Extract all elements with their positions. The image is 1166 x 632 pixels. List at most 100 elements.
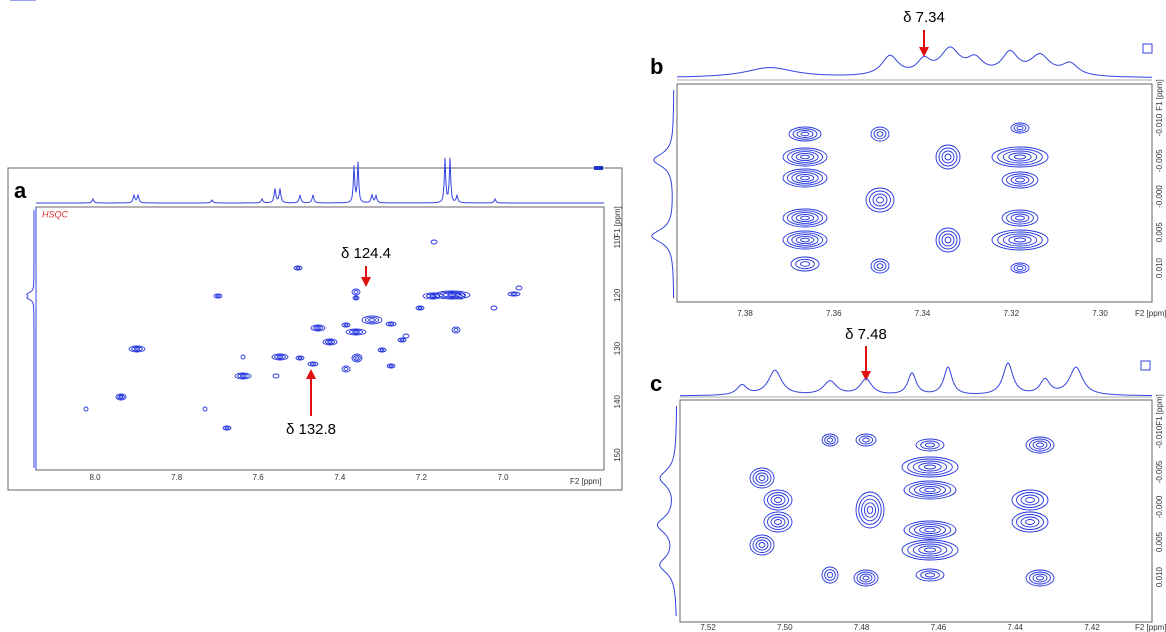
contour bbox=[858, 495, 882, 525]
contour bbox=[1010, 122, 1030, 134]
contour bbox=[870, 126, 890, 142]
contour bbox=[1032, 440, 1048, 450]
y-tick-label: 0.010 bbox=[1155, 257, 1164, 278]
contour bbox=[1006, 173, 1034, 187]
contour bbox=[997, 231, 1043, 249]
contour bbox=[1029, 571, 1051, 585]
contour bbox=[755, 539, 769, 551]
contour bbox=[1025, 436, 1055, 454]
contour bbox=[924, 572, 936, 578]
contour bbox=[876, 263, 884, 269]
contour bbox=[800, 237, 810, 243]
contour bbox=[312, 325, 324, 331]
x-tick-label: 7.52 bbox=[700, 623, 716, 632]
contour bbox=[213, 293, 223, 299]
contour bbox=[786, 170, 824, 186]
contour bbox=[399, 338, 405, 342]
contour bbox=[855, 491, 885, 529]
contour bbox=[923, 547, 937, 553]
contour bbox=[324, 339, 336, 345]
contour bbox=[749, 534, 775, 556]
icon bbox=[594, 166, 603, 170]
contour bbox=[826, 437, 834, 443]
panel-c-plot bbox=[679, 399, 1153, 623]
contour bbox=[1020, 494, 1040, 506]
y-tick-label: 0.005 bbox=[1155, 531, 1164, 552]
contour bbox=[915, 438, 945, 452]
x-tick-label: 7.38 bbox=[737, 309, 753, 318]
contour bbox=[368, 318, 376, 322]
spectrum-label: HSQC bbox=[42, 209, 69, 219]
contour bbox=[353, 290, 359, 294]
contour bbox=[1008, 235, 1032, 245]
contour bbox=[224, 426, 230, 430]
contour bbox=[824, 435, 836, 445]
contour bbox=[1013, 264, 1027, 272]
contour bbox=[327, 340, 333, 344]
contour bbox=[991, 229, 1049, 251]
contour bbox=[859, 573, 873, 583]
contour bbox=[796, 130, 814, 138]
contour bbox=[1036, 575, 1044, 581]
contour bbox=[918, 462, 942, 472]
contour bbox=[351, 288, 361, 296]
contour bbox=[386, 363, 396, 369]
contour bbox=[862, 437, 870, 443]
contour bbox=[422, 292, 444, 300]
contour bbox=[1013, 154, 1027, 160]
x-tick-label: 7.44 bbox=[1007, 623, 1023, 632]
contour bbox=[908, 482, 952, 498]
contour bbox=[343, 367, 349, 371]
contour bbox=[379, 348, 385, 352]
icon bbox=[1142, 43, 1153, 54]
contour bbox=[869, 190, 891, 210]
contour bbox=[767, 492, 789, 508]
y-axis-label: F1 [ppm] bbox=[1155, 394, 1164, 426]
x-tick-label: 7.50 bbox=[777, 623, 793, 632]
contour bbox=[863, 502, 877, 518]
contour bbox=[1020, 516, 1040, 528]
contour bbox=[315, 326, 321, 330]
contour bbox=[131, 346, 143, 352]
contour bbox=[795, 152, 815, 162]
contour bbox=[903, 480, 957, 500]
contour bbox=[352, 295, 360, 301]
contour bbox=[307, 361, 319, 367]
contour bbox=[791, 172, 819, 184]
contour bbox=[1016, 492, 1044, 508]
spectrum-trace bbox=[651, 90, 675, 298]
contour bbox=[271, 353, 289, 361]
contour bbox=[800, 154, 810, 160]
contour bbox=[234, 372, 252, 380]
contour bbox=[774, 519, 782, 525]
contour bbox=[901, 456, 959, 478]
contour bbox=[865, 187, 895, 213]
contour bbox=[991, 146, 1049, 168]
contour bbox=[782, 230, 828, 250]
y-tick-label: 120 bbox=[613, 288, 622, 302]
contour bbox=[800, 175, 810, 181]
contour bbox=[795, 235, 815, 245]
contour bbox=[352, 330, 360, 334]
contour bbox=[425, 293, 441, 299]
contour bbox=[795, 213, 815, 223]
contour bbox=[1006, 211, 1034, 225]
contour bbox=[786, 210, 824, 226]
contour bbox=[758, 542, 766, 548]
contour bbox=[1029, 438, 1051, 452]
x-tick-label: 7.42 bbox=[1084, 623, 1100, 632]
contour bbox=[786, 232, 824, 248]
contour bbox=[354, 296, 358, 300]
y-tick-label: 0.005 bbox=[1155, 222, 1164, 243]
contour bbox=[343, 323, 349, 327]
contour bbox=[786, 149, 824, 165]
contour bbox=[447, 293, 457, 297]
contour bbox=[941, 150, 955, 164]
contour bbox=[752, 537, 772, 553]
contour bbox=[1008, 152, 1032, 162]
y-tick-label: 150 bbox=[613, 448, 622, 462]
panel-b-plot bbox=[676, 83, 1153, 303]
contour bbox=[430, 239, 438, 245]
contour bbox=[118, 395, 124, 399]
spectrum-trace bbox=[36, 157, 604, 204]
